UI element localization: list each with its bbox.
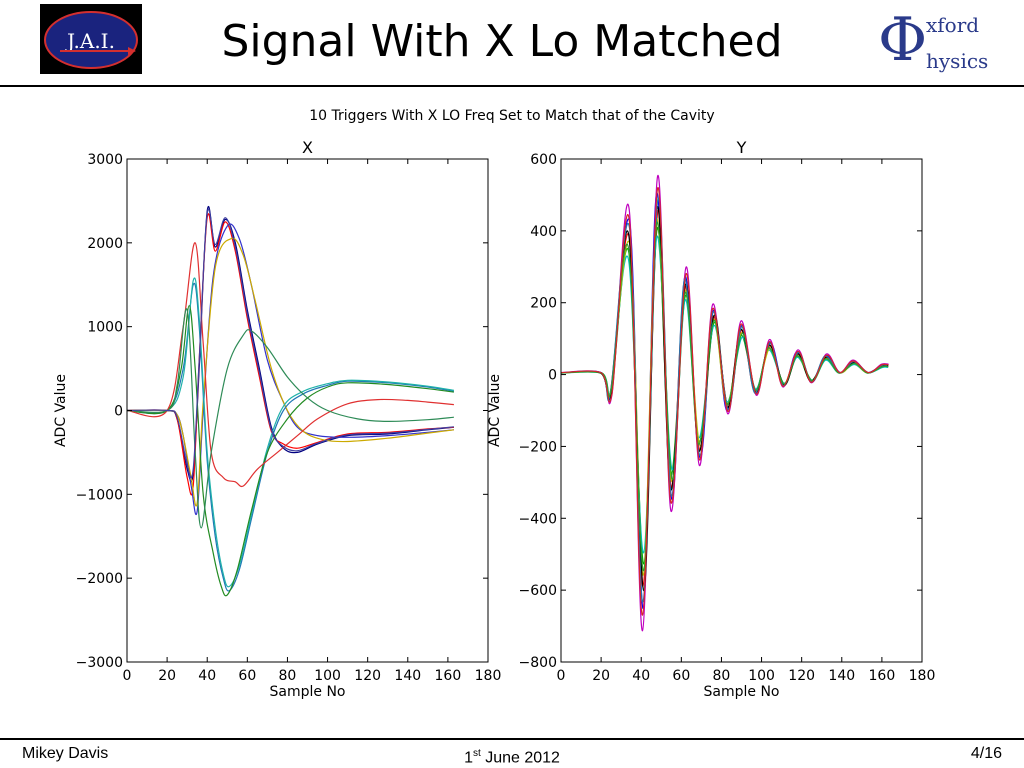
y-tick-label: −3000 bbox=[76, 655, 123, 671]
y-tick-label: −800 bbox=[519, 655, 557, 671]
footer-divider bbox=[0, 738, 1024, 740]
x-tick-label: 180 bbox=[475, 668, 502, 684]
panel-title: Y bbox=[736, 138, 747, 157]
x-tick-label: 0 bbox=[123, 668, 132, 684]
x-tick-label: 100 bbox=[314, 668, 341, 684]
x-tick-label: 140 bbox=[394, 668, 421, 684]
y-tick-label: 200 bbox=[530, 296, 557, 312]
footer-date-suffix: st bbox=[472, 748, 481, 759]
x-tick-label: 140 bbox=[828, 668, 855, 684]
series-line-trace-10 bbox=[127, 208, 454, 479]
x-axis-label: Sample No bbox=[704, 684, 780, 700]
y-tick-label: 2000 bbox=[87, 236, 123, 252]
figure-suptitle: 10 Triggers With X LO Freq Set to Match … bbox=[309, 108, 714, 124]
x-tick-label: 160 bbox=[869, 668, 896, 684]
slide-title: Signal With X Lo Matched bbox=[221, 16, 783, 67]
panel-title: X bbox=[302, 138, 313, 157]
chart-panel-y: 0 20 40 60 80 100 120 140 160 180 −800 −600 −400 −200… bbox=[487, 138, 935, 700]
y-tick-label: −600 bbox=[519, 583, 557, 599]
x-tick-label: 40 bbox=[198, 668, 216, 684]
series-line-trace-10 bbox=[561, 187, 889, 616]
plot-frame bbox=[126, 158, 489, 663]
series-line-trace-3 bbox=[127, 223, 454, 515]
footer-date-day: 1 bbox=[464, 749, 473, 767]
x-tick-label: 120 bbox=[788, 668, 815, 684]
x-tick-label: 180 bbox=[909, 668, 936, 684]
figure: 10 Triggers With X LO Freq Set to Match … bbox=[53, 108, 935, 700]
footer-author: Mikey Davis bbox=[22, 745, 109, 762]
y-tick-label: 3000 bbox=[87, 152, 123, 168]
x-tick-label: 20 bbox=[592, 668, 610, 684]
x-tick-label: 100 bbox=[748, 668, 775, 684]
series-line-trace-5 bbox=[127, 282, 454, 592]
oxford-logo-bottom-text: hysics bbox=[926, 49, 988, 73]
x-tick-label: 20 bbox=[158, 668, 176, 684]
y-tick-label: −2000 bbox=[76, 571, 123, 587]
series-line-trace-4 bbox=[127, 237, 454, 507]
y-tick-label: 0 bbox=[548, 368, 557, 384]
x-tick-label: 60 bbox=[672, 668, 690, 684]
series-line-trace-9 bbox=[127, 308, 454, 529]
y-tick-label: 400 bbox=[530, 224, 557, 240]
series-line-trace-5 bbox=[561, 175, 889, 632]
x-tick-label: 60 bbox=[238, 668, 256, 684]
x-tick-label: 80 bbox=[279, 668, 297, 684]
x-tick-label: 120 bbox=[354, 668, 381, 684]
chart-panel-x: 0 20 40 60 80 100 120 140 160 180 −3000 −2000 −1000 0… bbox=[53, 138, 501, 700]
y-tick-label: 1000 bbox=[87, 320, 123, 336]
y-tick-label: 600 bbox=[530, 152, 557, 168]
y-axis-label: ADC Value bbox=[53, 374, 69, 447]
y-tick-label: −1000 bbox=[76, 487, 123, 503]
series-line-trace-7 bbox=[127, 305, 454, 597]
jai-logo-text: J.A.I. bbox=[65, 29, 115, 53]
series-line-trace-2 bbox=[127, 213, 454, 496]
series-line-trace-8 bbox=[127, 242, 454, 488]
footer-page-number: 4/16 bbox=[970, 745, 1002, 762]
jai-logo: J.A.I. bbox=[40, 4, 142, 74]
series-line-trace-1 bbox=[127, 206, 454, 483]
footer-date-rest: June 2012 bbox=[480, 749, 560, 767]
x-axis-label: Sample No bbox=[270, 684, 346, 700]
y-tick-label: −400 bbox=[519, 511, 557, 527]
x-tick-label: 80 bbox=[713, 668, 731, 684]
oxford-logo-top-text: xford bbox=[926, 13, 979, 37]
header-divider bbox=[0, 85, 1024, 87]
y-tick-label: 0 bbox=[114, 404, 123, 420]
x-tick-label: 40 bbox=[632, 668, 650, 684]
y-axis-label: ADC Value bbox=[487, 374, 503, 447]
footer-date: 1st June 2012 bbox=[0, 744, 1024, 768]
svg-text:Φ: Φ bbox=[878, 5, 927, 75]
x-tick-label: 160 bbox=[435, 668, 462, 684]
plot-frame bbox=[560, 158, 923, 663]
oxford-physics-logo: Φ xford hysics bbox=[876, 2, 996, 82]
y-tick-label: −200 bbox=[519, 439, 557, 455]
x-tick-label: 0 bbox=[557, 668, 566, 684]
